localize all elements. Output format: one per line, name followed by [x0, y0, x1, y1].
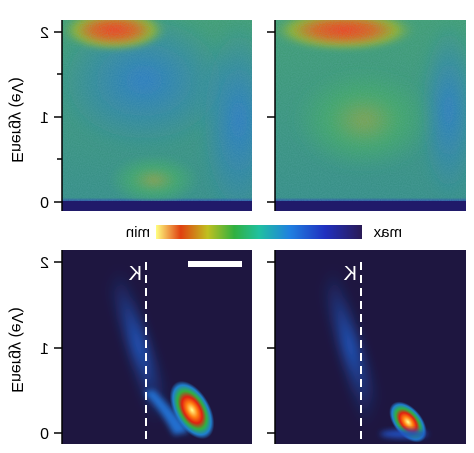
- tick-label-0-top: 0: [40, 195, 49, 212]
- k-label-right: K: [343, 263, 357, 285]
- panel-top-left: [62, 20, 252, 211]
- tick-label-0-bottom: 0: [40, 426, 49, 443]
- tick-label-1-top: 1: [40, 110, 49, 127]
- y-axis-label-top: Energy (eV): [8, 77, 25, 162]
- tick-label-2-bottom: 2: [40, 255, 49, 272]
- colorbar-max-label: max: [373, 224, 402, 241]
- panel-bottom-left: [62, 250, 252, 444]
- tick-label-2-top: 2: [40, 25, 49, 42]
- tick-marks: [54, 20, 276, 444]
- colorbar: [156, 225, 362, 239]
- k-label-left: K: [128, 263, 142, 285]
- scale-bar: [188, 261, 242, 267]
- colorbar-min-label: min: [126, 224, 150, 241]
- y-axis-label-bottom: Energy (eV): [8, 307, 25, 392]
- mirrored-figure: 0 1 2 0 1 2 Energy (eV) Energy (eV) min …: [8, 20, 466, 444]
- panel-bottom-right: [275, 250, 466, 444]
- tick-label-1-bottom: 1: [40, 341, 49, 358]
- panel-top-right: [275, 20, 466, 211]
